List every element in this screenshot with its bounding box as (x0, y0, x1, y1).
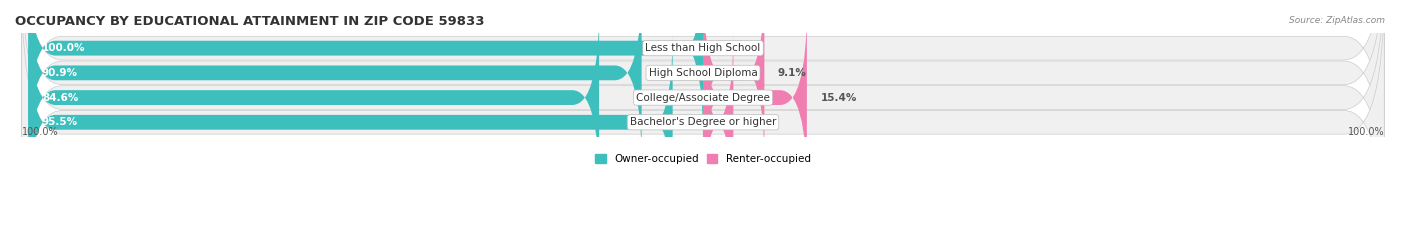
Text: 4.5%: 4.5% (747, 117, 776, 127)
Text: 9.1%: 9.1% (778, 68, 807, 78)
FancyBboxPatch shape (21, 0, 1385, 233)
FancyBboxPatch shape (28, 6, 599, 189)
FancyBboxPatch shape (28, 0, 703, 140)
FancyBboxPatch shape (21, 0, 1385, 233)
Text: High School Diploma: High School Diploma (648, 68, 758, 78)
Text: 15.4%: 15.4% (820, 93, 856, 103)
Text: 100.0%: 100.0% (1347, 127, 1385, 137)
Text: 100.0%: 100.0% (21, 127, 59, 137)
FancyBboxPatch shape (28, 31, 672, 214)
FancyBboxPatch shape (703, 31, 734, 214)
Legend: Owner-occupied, Renter-occupied: Owner-occupied, Renter-occupied (591, 150, 815, 168)
Text: 95.5%: 95.5% (42, 117, 79, 127)
Text: College/Associate Degree: College/Associate Degree (636, 93, 770, 103)
Text: Bachelor's Degree or higher: Bachelor's Degree or higher (630, 117, 776, 127)
Text: Source: ZipAtlas.com: Source: ZipAtlas.com (1289, 16, 1385, 25)
FancyBboxPatch shape (21, 0, 1385, 209)
FancyBboxPatch shape (28, 0, 641, 164)
Text: OCCUPANCY BY EDUCATIONAL ATTAINMENT IN ZIP CODE 59833: OCCUPANCY BY EDUCATIONAL ATTAINMENT IN Z… (15, 15, 485, 28)
FancyBboxPatch shape (21, 0, 1385, 185)
Text: 100.0%: 100.0% (42, 43, 86, 53)
Text: 0.0%: 0.0% (717, 43, 745, 53)
Text: 84.6%: 84.6% (42, 93, 79, 103)
FancyBboxPatch shape (703, 0, 765, 164)
Text: Less than High School: Less than High School (645, 43, 761, 53)
FancyBboxPatch shape (703, 6, 807, 189)
Text: 90.9%: 90.9% (42, 68, 77, 78)
